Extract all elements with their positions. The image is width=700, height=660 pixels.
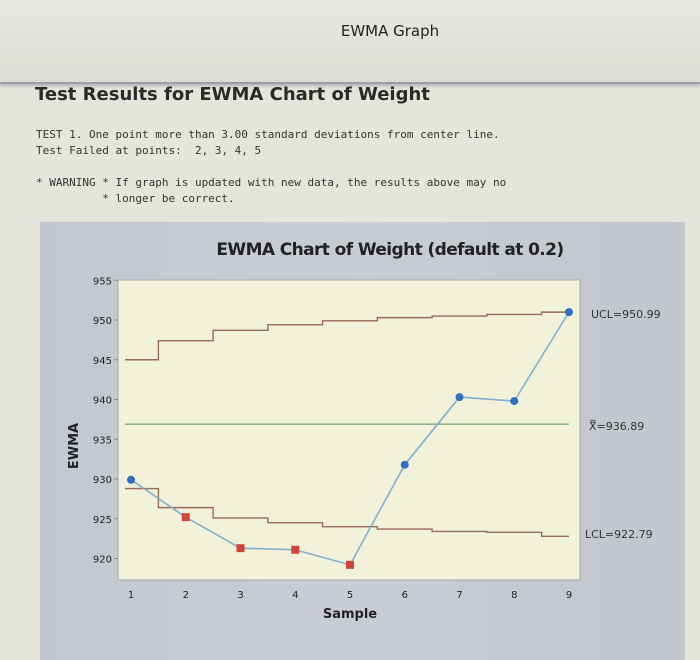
window-titlebar: EWMA Graph xyxy=(0,0,700,84)
x-tick-label: 5 xyxy=(347,590,353,601)
plot-area xyxy=(117,279,581,581)
data-point xyxy=(400,460,409,469)
test-description: TEST 1. One point more than 3.00 standar… xyxy=(36,128,500,141)
ewma-series xyxy=(127,308,573,569)
y-tick-label: 925 xyxy=(93,515,112,526)
x-tick-label: 3 xyxy=(237,590,243,601)
y-axis-label: EWMA xyxy=(67,423,82,469)
y-tick-label: 920 xyxy=(93,555,112,566)
y-tick-label: 945 xyxy=(93,356,112,367)
chart-title: EWMA Chart of Weight (default at 0.2) xyxy=(216,240,564,260)
ucl-label: UCL=950.99 xyxy=(591,308,661,321)
data-point xyxy=(455,393,464,402)
y-tick-label: 935 xyxy=(93,435,112,446)
results-heading: Test Results for EWMA Chart of Weight xyxy=(35,84,430,105)
failed-points: Test Failed at points: 2, 3, 4, 5 xyxy=(36,144,262,157)
data-point xyxy=(127,475,135,484)
out-of-control-point xyxy=(181,513,190,522)
data-point xyxy=(565,308,573,317)
y-tick-label: 955 xyxy=(93,276,112,287)
lcl-line xyxy=(125,487,569,538)
y-axis-ticks: 920 925 930 935 940 945 950 955 xyxy=(93,276,118,566)
x-tick-label: 8 xyxy=(511,590,517,601)
x-tick-label: 9 xyxy=(566,590,572,601)
x-tick-label: 2 xyxy=(183,590,189,601)
y-tick-label: 940 xyxy=(93,396,112,407)
x-axis-label: Sample xyxy=(323,607,377,622)
warning-text-line2: * longer be correct. xyxy=(36,192,235,205)
warning-text-line1: * WARNING * If graph is updated with new… xyxy=(36,176,507,189)
ucl-line xyxy=(125,311,569,361)
out-of-control-point xyxy=(346,560,354,569)
x-tick-label: 1 xyxy=(128,590,134,601)
out-of-control-point xyxy=(236,544,245,553)
center-line-label: X̿=936.89 xyxy=(589,419,644,433)
control-limits xyxy=(125,311,569,538)
x-tick-label: 7 xyxy=(456,590,462,601)
y-tick-label: 930 xyxy=(93,475,112,486)
data-point xyxy=(510,397,519,406)
lcl-label: LCL=922.79 xyxy=(585,528,653,541)
window-title: EWMA Graph xyxy=(340,22,440,40)
x-tick-label: 6 xyxy=(402,590,408,601)
x-tick-label: 4 xyxy=(292,590,298,601)
x-axis-ticks: 1 2 3 4 5 6 7 8 9 xyxy=(128,590,572,601)
y-tick-label: 950 xyxy=(93,316,112,327)
out-of-control-point xyxy=(291,545,300,554)
